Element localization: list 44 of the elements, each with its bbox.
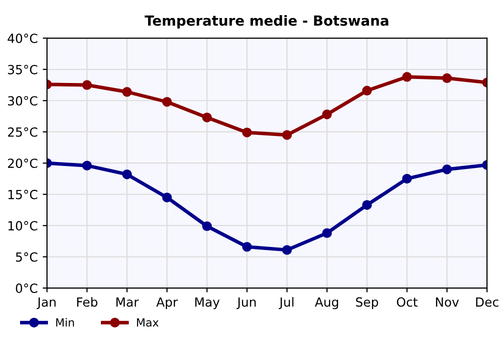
x-tick-label: Mar bbox=[116, 297, 139, 307]
point bbox=[402, 174, 412, 184]
point bbox=[202, 221, 212, 232]
point bbox=[122, 87, 132, 97]
x-tick-label: Apr bbox=[156, 297, 178, 310]
point bbox=[362, 86, 372, 96]
point bbox=[122, 169, 132, 180]
point bbox=[162, 97, 172, 107]
legend-label: Max bbox=[137, 318, 159, 327]
y-tick-label: 20°C bbox=[8, 158, 38, 168]
point bbox=[322, 110, 332, 120]
point bbox=[442, 164, 452, 174]
y-tick-label: 0°C bbox=[16, 284, 38, 293]
x-tick-label: Jun bbox=[236, 297, 256, 310]
point bbox=[242, 128, 252, 138]
point bbox=[162, 192, 172, 202]
x-tick-label: Jan bbox=[36, 297, 56, 310]
point bbox=[82, 160, 92, 170]
point bbox=[402, 72, 412, 82]
chart-title: Temperature medie - Botswana bbox=[144, 15, 388, 29]
x-tick-label: Oct bbox=[396, 297, 418, 307]
y-tick-label: 10°C bbox=[8, 221, 38, 230]
x-tick-label: Dec bbox=[476, 297, 498, 307]
y-tick-label: 15°C bbox=[8, 190, 38, 200]
x-tick-label: Sep bbox=[356, 297, 378, 310]
x-tick-label: Feb bbox=[77, 297, 98, 307]
y-tick-label: 25°C bbox=[8, 127, 38, 137]
x-tick-label: Aug bbox=[314, 297, 338, 310]
y-tick-label: 40°C bbox=[8, 34, 38, 44]
point bbox=[322, 228, 332, 238]
point bbox=[202, 112, 212, 122]
x-tick-label: Jul bbox=[278, 297, 294, 310]
point bbox=[442, 73, 452, 83]
legend-label: Min bbox=[56, 318, 74, 326]
y-tick-label: 30°C bbox=[8, 96, 38, 106]
y-tick-label: 35°C bbox=[8, 64, 38, 74]
point bbox=[82, 80, 92, 90]
point bbox=[282, 130, 292, 140]
point bbox=[362, 200, 372, 210]
x-tick-label: Nov bbox=[436, 297, 459, 307]
point bbox=[242, 242, 252, 252]
x-tick-label: May bbox=[195, 297, 220, 310]
point bbox=[282, 245, 292, 255]
y-tick-label: 5°C bbox=[16, 252, 38, 262]
